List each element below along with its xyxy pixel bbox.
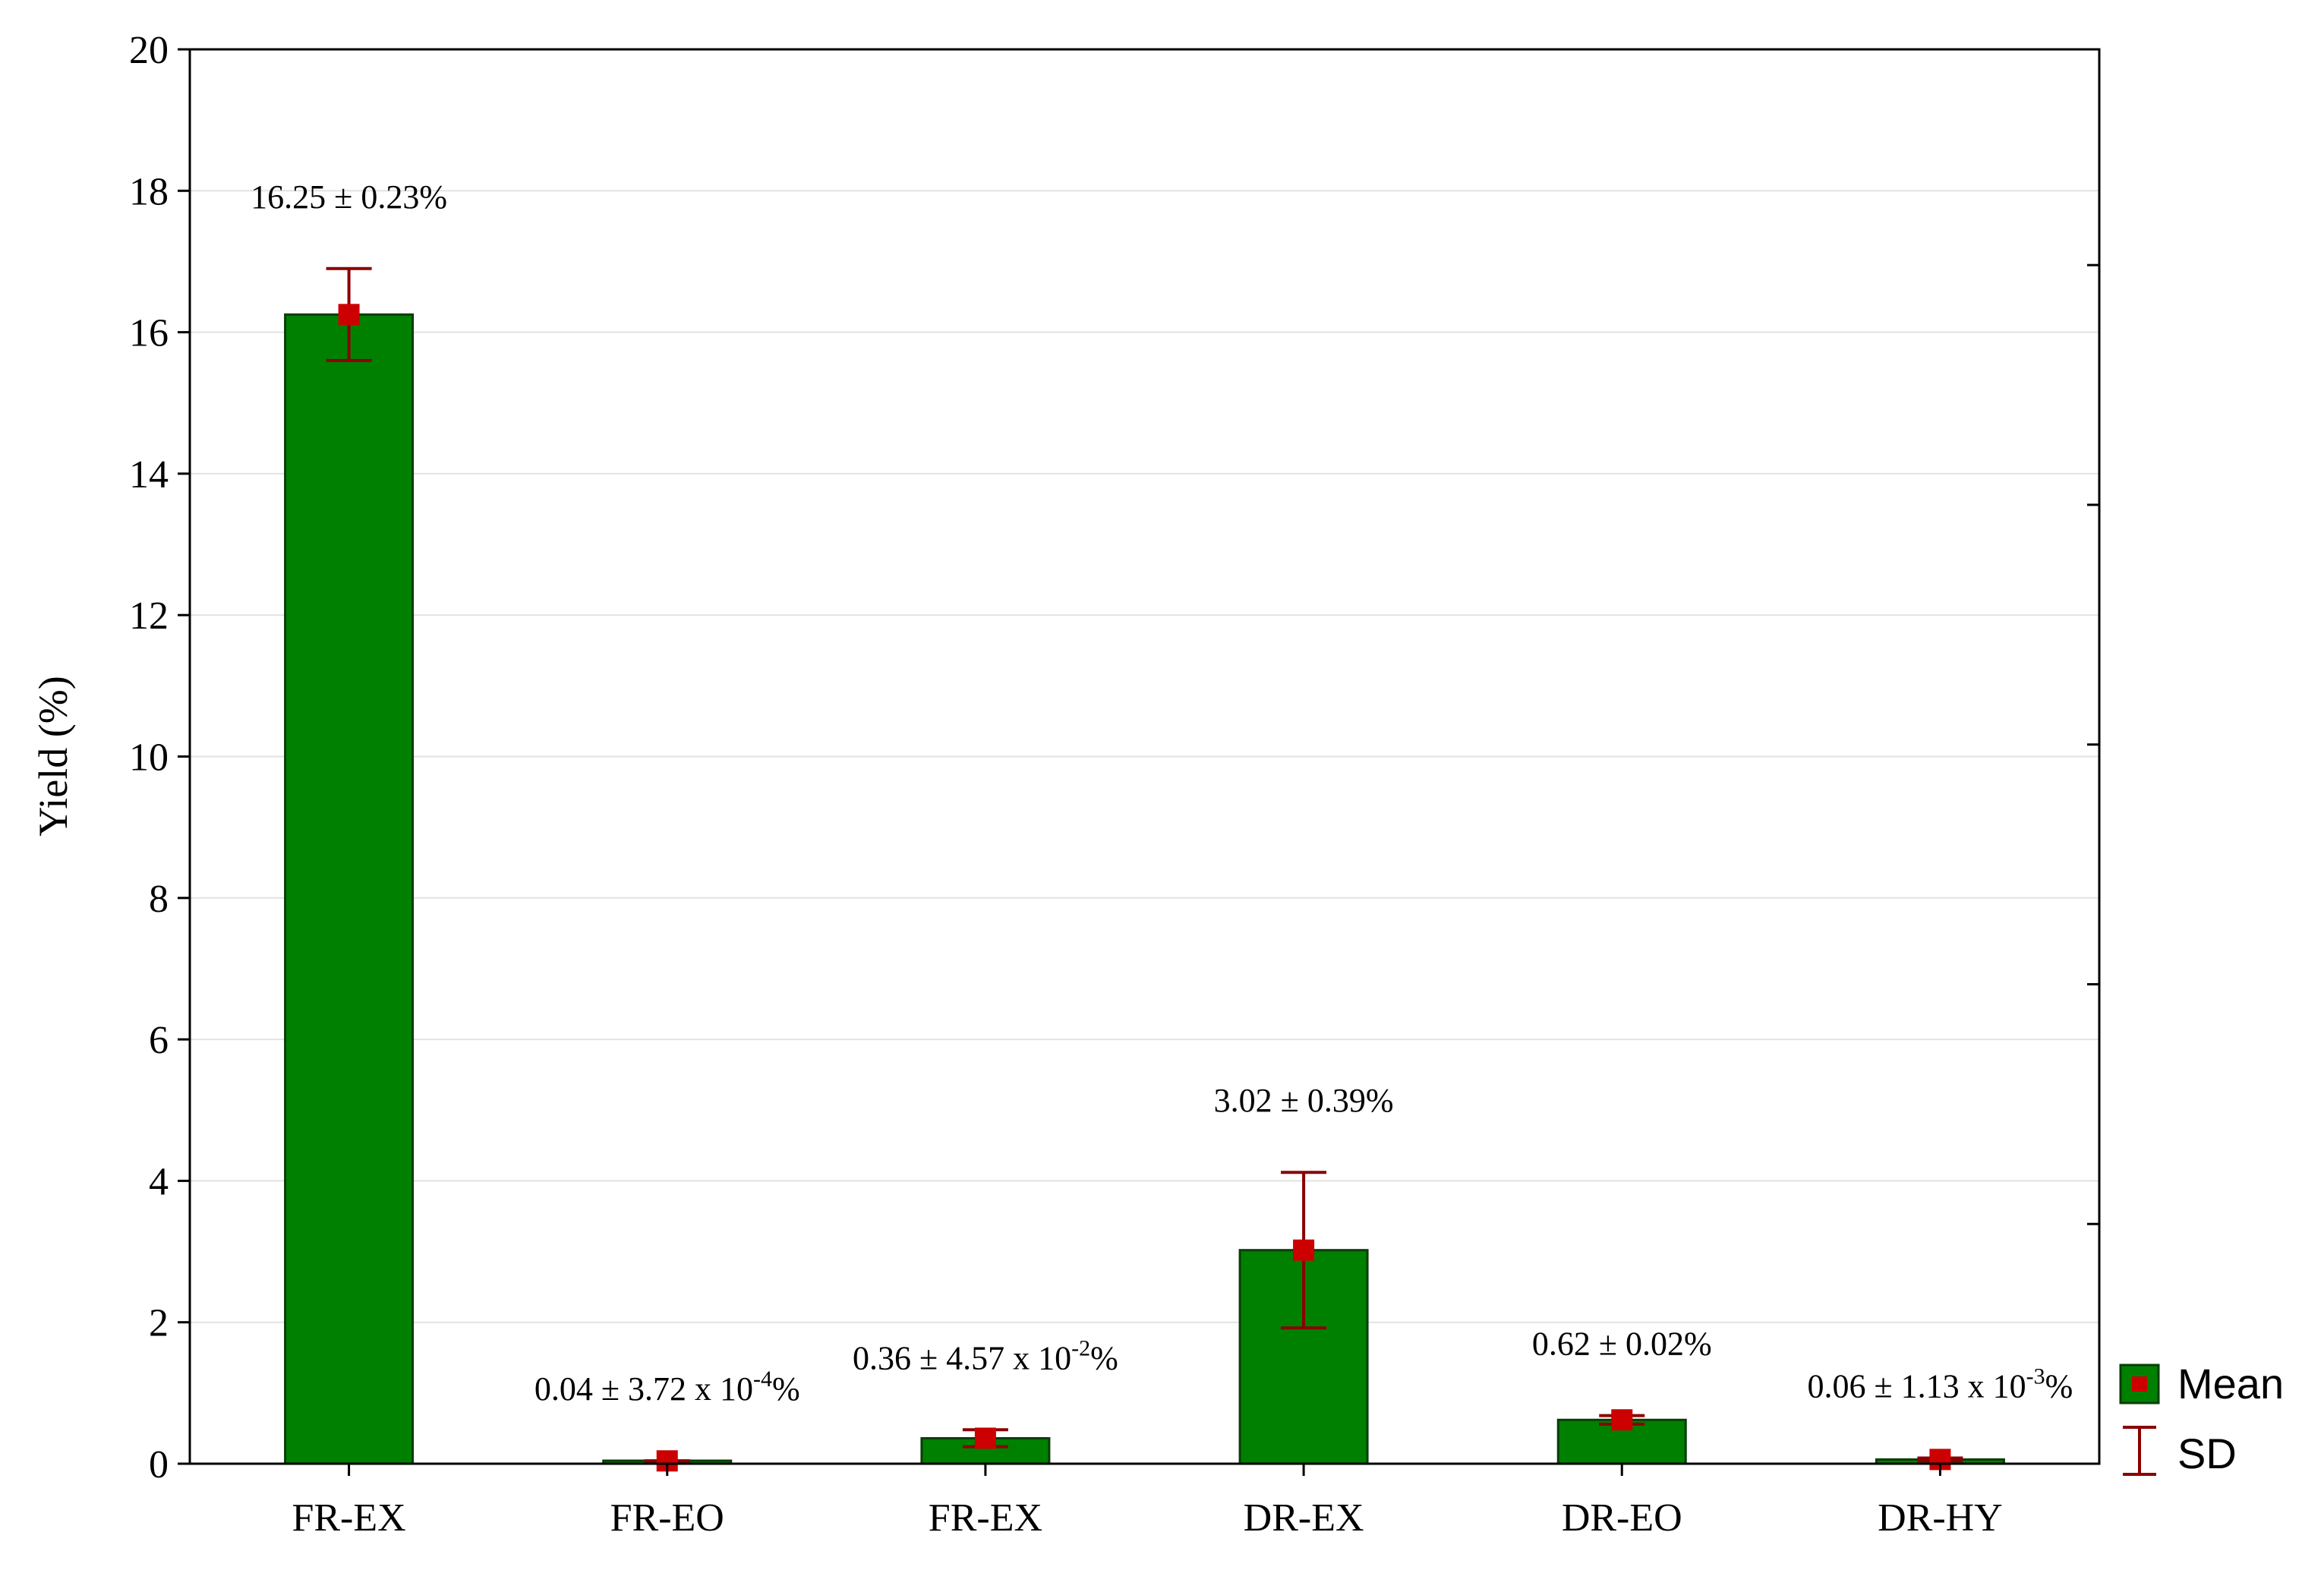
y-tick-label: 2	[149, 1302, 169, 1345]
legend-mean-swatch	[2119, 1364, 2160, 1404]
y-tick-label: 16	[129, 312, 169, 355]
y-tick-label: 6	[149, 1019, 169, 1062]
y-tick-label: 4	[149, 1160, 169, 1203]
gridlines	[190, 190, 2099, 1323]
error-bars	[326, 266, 1963, 1463]
data-label-3: 3.02 ± 0.39%	[1214, 1082, 1394, 1119]
y-tick-label: 8	[149, 878, 169, 921]
x-category-label: DR-EX	[1244, 1496, 1364, 1540]
x-category-label: DR-EO	[1562, 1496, 1682, 1540]
mean-marker-0	[338, 304, 360, 326]
x-category-label: FR-EX	[292, 1496, 405, 1540]
mean-markers	[338, 304, 1951, 1472]
x-category-label: FR-EO	[610, 1496, 724, 1540]
legend: Mean SD	[2119, 1360, 2284, 1477]
y-tick-label: 18	[129, 170, 169, 213]
mean-marker-4	[1611, 1409, 1633, 1431]
data-label-5: 0.06 ± 1.13 x 10-3%	[1808, 1364, 2073, 1405]
y-axis-title: Yield (%)	[30, 676, 76, 836]
x-category-label: DR-HY	[1878, 1496, 2003, 1540]
mean-marker-2	[974, 1427, 996, 1449]
y-tick-label: 10	[129, 736, 169, 780]
data-label-4: 0.62 ± 0.02%	[1532, 1326, 1712, 1363]
y-tick-label: 12	[129, 594, 169, 638]
y-tick-label: 14	[129, 453, 169, 497]
x-category-label: FR-EX	[929, 1496, 1042, 1540]
data-label-1: 0.04 ± 3.72 x 10-4%	[534, 1367, 800, 1408]
x-axis: FR-EX FR-EO FR-EX DR-EX DR-EO DR-HY	[292, 1464, 2003, 1540]
bars	[284, 313, 2005, 1465]
legend-mean-marker	[2132, 1376, 2147, 1392]
mean-marker-3	[1293, 1239, 1315, 1261]
data-labels: 16.25 ± 0.23% 0.04 ± 3.72 x 10-4% 0.36 ± 4…	[251, 178, 2073, 1408]
data-label-0: 16.25 ± 0.23%	[251, 178, 447, 216]
legend-mean-label: Mean	[2177, 1360, 2284, 1408]
legend-sd-label: SD	[2177, 1430, 2237, 1477]
y-tick-label: 20	[129, 29, 169, 72]
data-label-2: 0.36 ± 4.57 x 10-2%	[853, 1335, 1118, 1376]
bar-0	[284, 313, 415, 1465]
y-tick-label: 0	[149, 1443, 169, 1486]
y-axis: 0 2 4 6 8 10 12 14 16 18 20	[129, 29, 2099, 1486]
